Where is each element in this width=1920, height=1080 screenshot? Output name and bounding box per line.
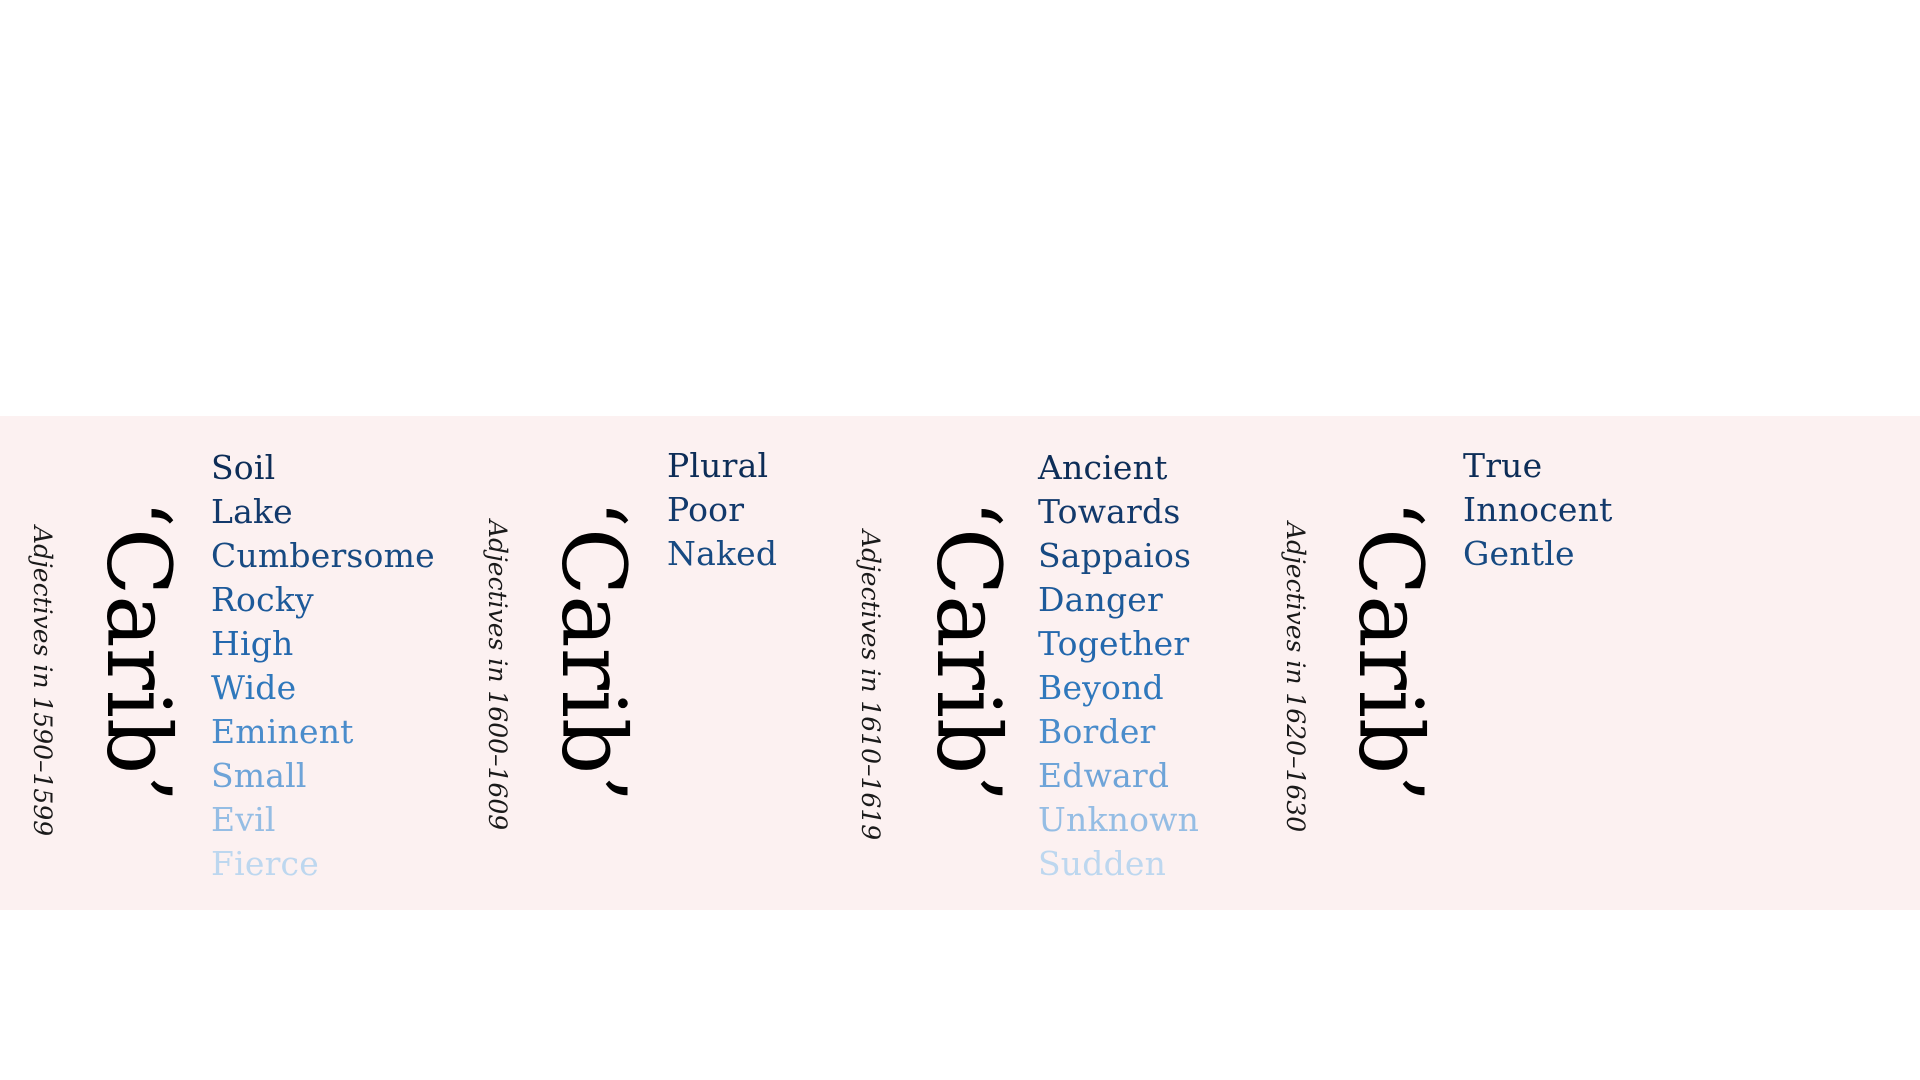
adjective-list: Ancient Towards Sappaios Danger Together… (1038, 446, 1199, 886)
carib-word: ‘Carib’ (917, 500, 1020, 803)
period-panel-1600: Adjectives in 1600–1609 ‘Carib’ Plural P… (483, 444, 778, 831)
adjective-item: Small (211, 756, 307, 795)
adjective-item: Gentle (1463, 534, 1575, 573)
adjective-item: Together (1038, 624, 1190, 663)
adjective-item: True (1463, 446, 1543, 485)
adjective-item: Unknown (1038, 800, 1200, 839)
adjective-list: Plural Poor Naked (667, 444, 777, 576)
period-panel-1590: Adjectives in 1590–1599 ‘Carib’ Soil Lak… (0, 416, 455, 910)
adjective-item: Sudden (1038, 844, 1167, 883)
adjective-item: Fierce (211, 844, 319, 883)
adjective-item: High (211, 624, 294, 663)
adjective-item: Poor (667, 490, 745, 529)
carib-word: ‘Carib’ (87, 500, 190, 803)
adjective-item: Eminent (211, 712, 354, 751)
carib-word: ‘Carib’ (1339, 500, 1442, 803)
adjective-item: Towards (1038, 492, 1181, 531)
adjective-item: Danger (1038, 580, 1164, 619)
adjective-item: Sappaios (1038, 536, 1192, 575)
adjective-item: Cumbersome (211, 536, 435, 575)
adjective-item: Ancient (1038, 448, 1168, 487)
adjective-item: Naked (667, 534, 778, 573)
adjective-item: Soil (211, 448, 276, 487)
carib-word: ‘Carib’ (542, 500, 645, 803)
adjective-item: Beyond (1038, 668, 1164, 707)
adjective-item: Plural (667, 446, 769, 485)
adjective-item: Innocent (1463, 490, 1613, 529)
adjective-item: Evil (211, 800, 276, 839)
content-band: Adjectives in 1590–1599 ‘Carib’ Soil Lak… (0, 416, 1920, 910)
adjective-item: Lake (211, 492, 293, 531)
adjective-list: True Innocent Gentle (1463, 444, 1613, 576)
adjective-item: Wide (211, 668, 297, 707)
adjective-item: Border (1038, 712, 1156, 751)
adjective-list: Soil Lake Cumbersome Rocky High Wide Emi… (211, 446, 435, 886)
adjective-item: Rocky (211, 580, 314, 619)
adjective-item: Edward (1038, 756, 1170, 795)
period-panel-1620: Adjectives in 1620–1630 ‘Carib’ True Inn… (1281, 444, 1613, 833)
period-panel-1610: Adjectives in 1610–1619 ‘Carib’ Ancient … (825, 416, 1250, 910)
